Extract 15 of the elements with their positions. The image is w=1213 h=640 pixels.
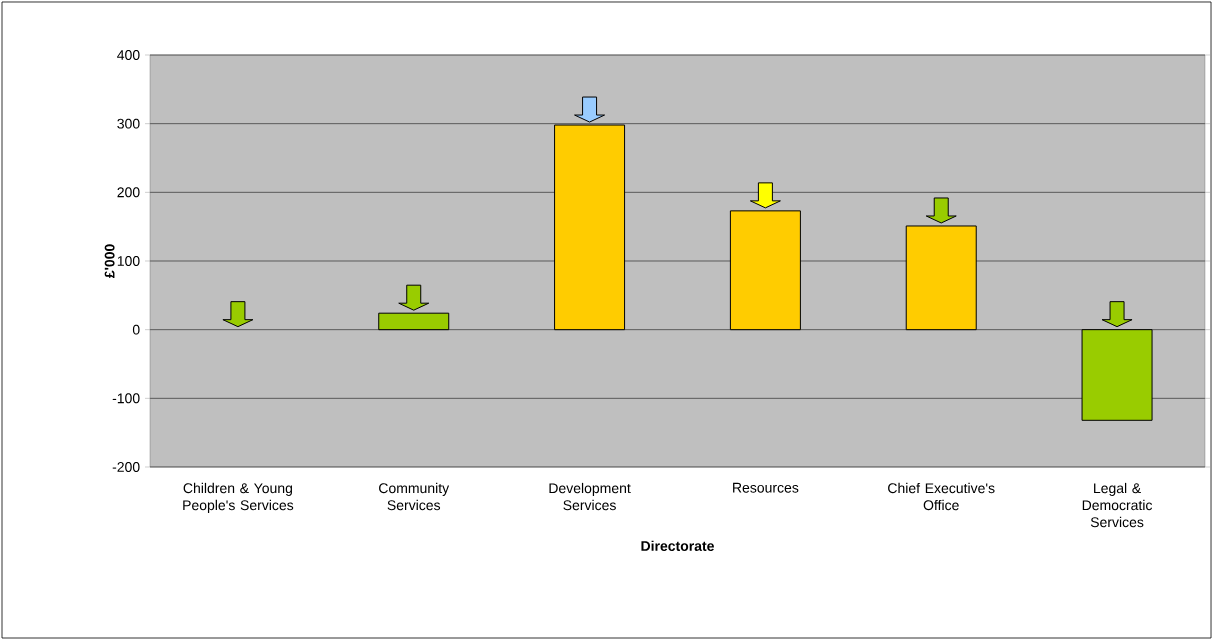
x-axis-title: Directorate [641, 540, 714, 551]
y-tick-label: 200 [117, 187, 140, 198]
y-tick-label: 100 [117, 256, 140, 266]
x-tick-label: Development Services [549, 482, 631, 511]
y-axis-title: £'000 [104, 244, 115, 279]
y-tick-label: -200 [112, 462, 140, 472]
y-tick-label: 300 [117, 118, 140, 129]
x-tick-label: Children & Young People's Services [183, 482, 294, 513]
x-tick-label: Resources [733, 482, 799, 493]
x-tick-label: Chief Executive's Office [888, 482, 995, 511]
y-tick-label: 400 [117, 50, 140, 60]
x-tick-label: Legal & Democratic Services [1082, 482, 1153, 528]
y-tick-label: -100 [112, 393, 140, 404]
y-tick-label: 0 [132, 324, 140, 335]
x-tick-label: Community Services [379, 482, 450, 511]
